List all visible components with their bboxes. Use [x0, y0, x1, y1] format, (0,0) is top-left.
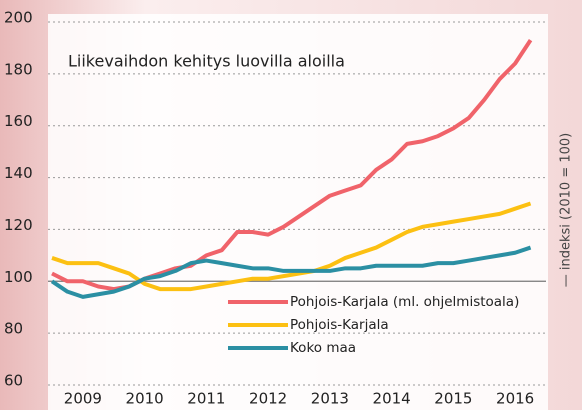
chart-title: Liikevaihdon kehitys luovilla aloilla [68, 52, 345, 71]
x-tick-label: 2013 [311, 390, 349, 408]
legend-label: Koko maa [290, 340, 356, 356]
line-series [51, 201, 532, 292]
x-tick-label: 2014 [373, 390, 411, 408]
y-tick-label: 180 [4, 60, 33, 78]
y-tick-label: 80 [4, 320, 23, 338]
legend-label: Pohjois-Karjala [290, 317, 389, 333]
legend-label: Pohjois-Karjala (ml. ohjelmistoala) [290, 294, 519, 310]
x-tick-label: 2011 [187, 390, 225, 408]
plot-background [48, 14, 548, 410]
y-tick-label: 60 [4, 372, 23, 390]
x-tick-label: 2016 [496, 390, 534, 408]
x-tick-label: 2009 [64, 390, 102, 408]
line-series [50, 245, 532, 299]
x-tick-label: 2012 [249, 390, 287, 408]
y-tick-label: 100 [4, 268, 33, 286]
y-tick-label: 200 [4, 9, 33, 27]
x-tick-label: 2015 [434, 390, 472, 408]
y-tick-label: 120 [4, 216, 33, 234]
y-axis-label: — indeksi (2010 = 100) [559, 133, 574, 287]
y-tick-label: 160 [4, 112, 33, 130]
x-tick-label: 2010 [126, 390, 164, 408]
y-tick-label: 140 [4, 164, 33, 182]
